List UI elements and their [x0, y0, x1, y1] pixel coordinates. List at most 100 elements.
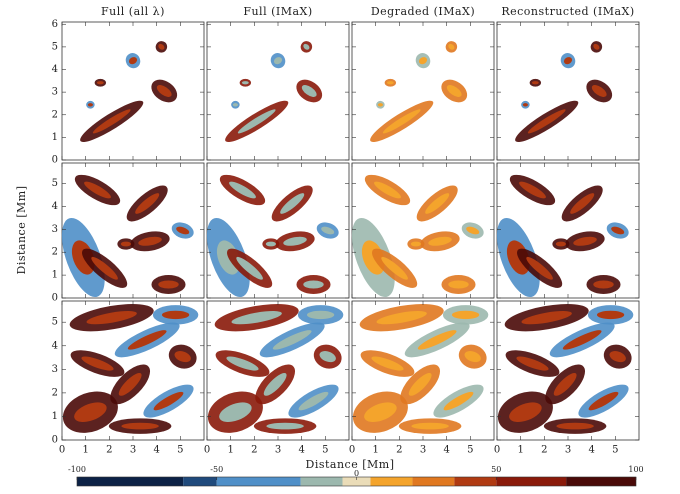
feature-core	[428, 236, 452, 246]
feature-core	[266, 422, 304, 430]
feature-core	[219, 402, 252, 422]
column-title: Degraded (IMaX)	[371, 5, 475, 18]
colorbar-tick-label: 100	[628, 465, 643, 474]
colorbar-tick-label: 0	[354, 469, 359, 478]
colorbar-tick-label: -100	[68, 465, 86, 474]
feature-core	[446, 85, 462, 97]
x-tick-label: 5	[322, 445, 328, 456]
feature-core	[509, 402, 542, 422]
feature-core	[135, 193, 160, 214]
feature-core	[226, 356, 259, 371]
y-tick-label: 0	[52, 155, 58, 166]
y-tick-label: 5	[52, 41, 58, 52]
colorbar-tick-label: 50	[491, 465, 501, 474]
panel	[206, 300, 350, 441]
feature-core	[229, 181, 256, 199]
feature-core	[231, 311, 282, 325]
feature-core	[526, 256, 553, 280]
feature-core	[448, 280, 469, 289]
panel	[206, 162, 350, 299]
feature-core	[280, 193, 305, 214]
feature-core	[158, 43, 165, 50]
feature-core	[236, 256, 263, 280]
colorbar-band	[216, 477, 301, 486]
feature-core	[301, 85, 317, 97]
x-tick-label: 0	[349, 445, 355, 456]
x-tick-label: 3	[130, 445, 136, 456]
panel	[351, 162, 495, 299]
feature-core	[138, 236, 162, 246]
feature-core	[410, 241, 422, 247]
x-tick-label: 2	[396, 445, 402, 456]
feature-core	[464, 351, 481, 363]
x-tick-label: 1	[82, 445, 88, 456]
feature-core	[303, 43, 310, 50]
x-tick-label: 2	[541, 445, 547, 456]
x-axis-label: Distance [Mm]	[306, 458, 395, 471]
column-title: Full (all λ)	[101, 5, 165, 18]
panel	[61, 21, 205, 161]
y-tick-label: 2	[52, 109, 58, 120]
feature-core	[265, 241, 277, 247]
feature-core	[128, 57, 138, 65]
feature-core	[306, 310, 335, 320]
y-tick-label: 3	[52, 87, 58, 98]
feature-core	[418, 57, 428, 65]
feature-core	[408, 372, 432, 396]
x-tick-label: 5	[612, 445, 618, 456]
x-tick-label: 5	[467, 445, 473, 456]
feature-core	[272, 330, 312, 350]
x-tick-label: 4	[588, 445, 594, 456]
feature-core	[283, 236, 307, 246]
feature-core	[448, 43, 455, 50]
panel	[61, 162, 205, 299]
x-tick-label: 5	[177, 445, 183, 456]
feature-core	[87, 103, 93, 107]
y-tick-label: 2	[52, 387, 58, 398]
feature-core	[596, 310, 625, 320]
feature-core	[319, 351, 336, 363]
y-tick-label: 3	[52, 364, 58, 375]
feature-core	[118, 372, 142, 396]
colorbar-band	[370, 477, 413, 486]
panel	[351, 300, 495, 441]
feature-core	[593, 280, 614, 289]
panel	[206, 21, 350, 161]
feature-core	[466, 226, 480, 235]
y-tick-label: 4	[52, 340, 58, 351]
feature-core	[521, 311, 572, 325]
y-tick-label: 0	[52, 435, 58, 446]
panel	[351, 21, 495, 161]
y-tick-label: 0	[52, 293, 58, 304]
panel	[61, 300, 205, 441]
feature-core	[531, 81, 539, 85]
colorbar-band	[496, 477, 567, 486]
y-tick-label: 4	[52, 201, 58, 212]
feature-core	[386, 81, 394, 85]
feature-core	[562, 330, 602, 350]
feature-core	[298, 391, 329, 411]
feature-core	[374, 181, 401, 199]
y-tick-label: 5	[52, 317, 58, 328]
feature-core	[91, 256, 118, 280]
x-tick-label: 0	[204, 445, 210, 456]
colorbar-band	[300, 477, 343, 486]
feature-core	[86, 311, 137, 325]
feature-core	[127, 330, 167, 350]
feature-core	[381, 256, 408, 280]
feature-core	[563, 57, 573, 65]
feature-core	[273, 57, 283, 65]
feature-core	[153, 391, 184, 411]
feature-core	[176, 226, 190, 235]
feature-core	[425, 193, 450, 214]
feature-core	[81, 356, 114, 371]
feature-core	[303, 280, 324, 289]
feature-core	[376, 311, 427, 325]
feature-core	[121, 422, 159, 430]
feature-core	[263, 372, 287, 396]
column-title: Full (IMaX)	[243, 5, 312, 18]
feature-core	[609, 351, 626, 363]
feature-core	[382, 109, 421, 134]
feature-core	[516, 356, 549, 371]
